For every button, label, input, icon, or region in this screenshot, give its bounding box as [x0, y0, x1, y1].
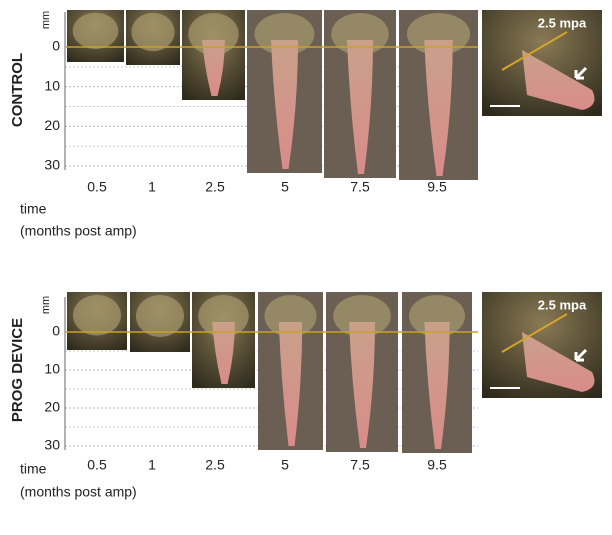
inset-limb — [522, 332, 595, 392]
cartilage — [409, 295, 465, 337]
cartilage — [188, 13, 239, 55]
cartilage — [254, 13, 315, 55]
unit-label: mm — [40, 11, 52, 29]
cartilage — [73, 294, 121, 336]
cartilage — [136, 295, 184, 337]
cartilage — [72, 12, 119, 49]
y-tick-label: 0 — [52, 323, 60, 339]
limb — [202, 40, 225, 96]
time-label: 1 — [148, 179, 156, 195]
limb — [349, 322, 375, 448]
limb — [424, 40, 453, 176]
x-subtitle: (months post amp) — [20, 223, 137, 239]
time-label: 7.5 — [350, 457, 370, 473]
y-tick-label: 10 — [44, 77, 60, 93]
limb-photo — [67, 292, 127, 350]
time-label: 5 — [281, 179, 289, 195]
time-label: 5 — [281, 457, 289, 473]
limb-photo — [324, 10, 396, 178]
group-label: PROG DEVICE — [9, 318, 26, 422]
group-label: CONTROL — [9, 53, 26, 127]
limb — [424, 322, 450, 449]
limb-photo — [192, 292, 255, 388]
limb — [271, 40, 298, 169]
limb-photo — [258, 292, 323, 450]
inset-limb — [522, 50, 595, 110]
limb-photo — [247, 10, 322, 173]
inset-arrow — [574, 66, 588, 80]
limb-photo — [399, 10, 478, 180]
y-tick-label: 20 — [44, 399, 60, 415]
x-title: time — [20, 201, 47, 217]
cartilage — [333, 295, 391, 337]
limb — [278, 322, 303, 446]
limb-photo — [402, 292, 472, 453]
limb-photo — [126, 10, 180, 65]
y-tick-label: 20 — [44, 117, 60, 133]
time-label: 0.5 — [87, 179, 107, 195]
inset-arrow — [574, 348, 588, 362]
x-title: time — [20, 461, 47, 477]
y-tick-label: 0 — [52, 38, 60, 54]
x-subtitle: (months post amp) — [20, 484, 137, 500]
inset-label: 2.5 mpa — [538, 15, 587, 30]
limb-photo — [182, 10, 245, 100]
limb-photo — [67, 10, 124, 62]
time-label: 1 — [148, 457, 156, 473]
inset-label: 2.5 mpa — [538, 297, 587, 312]
cartilage — [198, 295, 249, 337]
time-label: 2.5 — [205, 179, 225, 195]
unit-label: mm — [40, 296, 52, 314]
limb — [212, 322, 235, 384]
time-label: 0.5 — [87, 457, 107, 473]
time-label: 9.5 — [427, 179, 447, 195]
limb-photo — [130, 292, 190, 352]
cartilage — [264, 295, 317, 337]
time-label: 7.5 — [350, 179, 370, 195]
y-tick-label: 30 — [44, 437, 60, 453]
limb — [347, 40, 373, 174]
limb-photo — [326, 292, 398, 452]
time-label: 2.5 — [205, 457, 225, 473]
inset-cut — [501, 313, 568, 353]
inset-cut — [501, 31, 568, 71]
time-label: 9.5 — [427, 457, 447, 473]
y-tick-label: 10 — [44, 361, 60, 377]
cartilage — [406, 13, 471, 55]
cartilage — [131, 12, 175, 52]
y-tick-label: 30 — [44, 157, 60, 173]
cartilage — [331, 13, 389, 55]
